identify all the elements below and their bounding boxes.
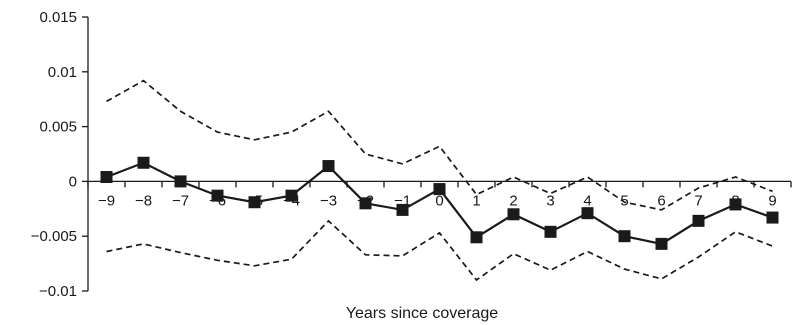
x-tick-label: −6 [209, 192, 226, 209]
estimate-point [100, 171, 113, 184]
x-axis-title: Years since coverage [346, 305, 498, 322]
y-tick-label: 0.005 [39, 119, 77, 136]
estimate-point [655, 237, 668, 250]
estimate-point [581, 207, 594, 220]
x-tick-label: 6 [657, 192, 665, 209]
x-tick-label: 9 [768, 192, 776, 209]
axes-group [82, 16, 792, 292]
estimate-point [248, 196, 261, 209]
x-tick-label: −3 [320, 192, 337, 209]
x-tick-label: 4 [583, 192, 591, 209]
x-tick-label: 0 [435, 192, 443, 209]
estimate-point [692, 214, 705, 227]
labels-group: −0.01 −0.005 0 0.005 0.01 0.015 −9 −8 −7 −6 −5 −4 −3… [31, 9, 777, 300]
series-group [100, 79, 779, 282]
x-tick-label: 3 [546, 192, 554, 209]
estimate-point [174, 175, 187, 188]
estimate-point [618, 230, 631, 243]
x-tick-label: −8 [135, 192, 152, 209]
estimate-point [285, 189, 298, 202]
estimate-point [211, 189, 224, 202]
estimate-point [766, 211, 779, 224]
x-tick-label: −4 [283, 192, 300, 209]
estimate-point [433, 183, 446, 196]
y-tick-label: 0 [69, 173, 77, 190]
x-tick-label: −2 [357, 192, 374, 209]
y-tick-label: 0.01 [48, 64, 77, 81]
estimate-point [470, 231, 483, 244]
x-tick-label: 5 [620, 192, 628, 209]
x-tick-label: 1 [472, 192, 480, 209]
y-tick-label: −0.01 [39, 283, 77, 300]
estimate-point [359, 197, 372, 210]
y-tick-label: 0.015 [39, 9, 77, 26]
x-tick-label: −9 [98, 192, 115, 209]
x-tick-label: 7 [694, 192, 702, 209]
estimate-point [322, 160, 335, 173]
x-tick-label: −1 [394, 192, 411, 209]
estimate-point [396, 203, 409, 216]
lower-bound-line [106, 219, 773, 282]
estimate-point [544, 225, 557, 238]
y-tick-label: −0.005 [31, 228, 77, 245]
x-tick-label: −7 [172, 192, 189, 209]
x-tick-label: 8 [731, 192, 739, 209]
x-tick-label: 2 [509, 192, 517, 209]
estimate-point [137, 156, 150, 169]
x-tick-label: −5 [246, 192, 263, 209]
upper-bound-line [106, 79, 773, 211]
estimate-point [729, 198, 742, 211]
estimate-point [507, 208, 520, 221]
